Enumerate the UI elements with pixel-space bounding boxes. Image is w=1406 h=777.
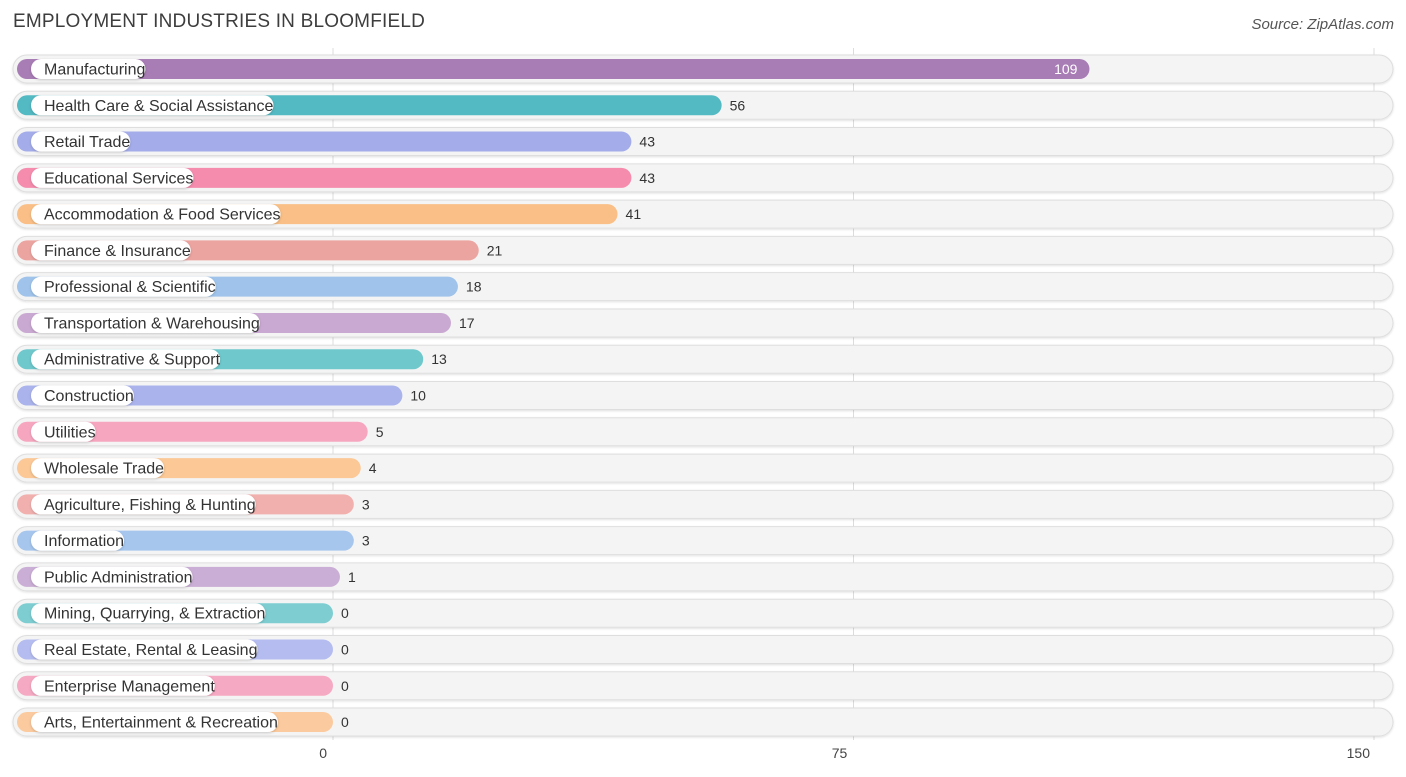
category-label: Administrative & Support [44, 352, 221, 369]
bar-rows: Manufacturing 109 Health Care & Social Ass… [12, 54, 1394, 737]
x-tick-label: 75 [832, 745, 848, 761]
row-background [12, 598, 1394, 628]
category-label-pill [31, 458, 165, 479]
category-label-pill [31, 639, 258, 660]
source-attribution: Source: ZipAtlas.com [1251, 16, 1394, 33]
value-label: 0 [341, 714, 349, 730]
row-background [12, 489, 1394, 519]
category-label: Real Estate, Rental & Leasing [44, 642, 257, 659]
category-label-pill [31, 276, 216, 297]
category-label-pill [31, 240, 191, 261]
chart-title: EMPLOYMENT INDUSTRIES IN BLOOMFIELD [13, 11, 426, 32]
value-label: 0 [341, 678, 349, 694]
category-label-pill [31, 385, 134, 406]
bar-row: Utilities 5 [12, 417, 1394, 447]
row-background [12, 671, 1394, 701]
category-label: Professional & Scientific [44, 279, 216, 296]
value-label: 13 [431, 351, 447, 367]
x-tick-label: 0 [319, 745, 327, 761]
bar-row: Mining, Quarrying, & Extraction 0 [12, 598, 1394, 628]
bar-row: Health Care & Social Assistance 56 [12, 90, 1394, 120]
category-label: Transportation & Warehousing [44, 315, 260, 332]
category-label-pill [31, 167, 194, 188]
bar-row: Transportation & Warehousing 17 [12, 308, 1394, 338]
bar-row: Administrative & Support 13 [12, 344, 1394, 374]
bar-row: Professional & Scientific 18 [12, 272, 1394, 302]
value-label: 1 [348, 569, 356, 585]
bar-row: Arts, Entertainment & Recreation 0 [12, 707, 1394, 737]
bar-row: Public Administration 1 [12, 562, 1394, 592]
value-label: 0 [341, 641, 349, 657]
bar-row: Retail Trade 43 [12, 127, 1394, 157]
value-label: 21 [487, 242, 503, 258]
category-label: Information [44, 533, 124, 550]
value-label: 109 [1054, 61, 1078, 77]
bar [17, 131, 632, 152]
bar-row: Educational Services 43 [12, 163, 1394, 193]
category-label: Agriculture, Fishing & Hunting [44, 497, 256, 514]
x-tick-label: 150 [1347, 745, 1371, 761]
category-label-pill [31, 603, 266, 624]
category-label: Enterprise Management [44, 678, 215, 695]
bar-row: Information 3 [12, 526, 1394, 556]
bar-row: Enterprise Management 0 [12, 671, 1394, 701]
category-label: Public Administration [44, 569, 193, 586]
category-label: Mining, Quarrying, & Extraction [44, 606, 265, 623]
category-label-pill [31, 712, 278, 733]
bar-row: Construction 10 [12, 381, 1394, 411]
row-background [12, 634, 1394, 664]
category-label-pill [31, 349, 221, 370]
category-label: Educational Services [44, 170, 193, 187]
category-label: Health Care & Social Assistance [44, 98, 274, 115]
bar-row: Finance & Insurance 21 [12, 235, 1394, 265]
category-label: Retail Trade [44, 134, 130, 151]
value-label: 17 [459, 315, 475, 331]
category-label-pill [31, 421, 96, 442]
x-axis-ticks: 0 75 150 [319, 745, 1370, 761]
category-label-pill [31, 566, 193, 587]
category-label: Construction [44, 388, 134, 405]
category-label: Utilities [44, 424, 96, 441]
value-label: 3 [362, 533, 370, 549]
bar-row: Agriculture, Fishing & Hunting 3 [12, 489, 1394, 519]
category-label: Accommodation & Food Services [44, 207, 281, 224]
value-label: 5 [376, 424, 384, 440]
category-label-pill [31, 675, 215, 696]
category-label-pill [31, 494, 256, 515]
value-label: 0 [341, 605, 349, 621]
row-background [12, 707, 1394, 737]
category-label: Manufacturing [44, 62, 145, 79]
row-background [12, 526, 1394, 556]
bar [17, 421, 368, 442]
bar [17, 59, 1090, 79]
value-label: 4 [369, 460, 377, 476]
category-label-pill [31, 131, 131, 152]
category-label: Finance & Insurance [44, 243, 191, 260]
value-label: 56 [730, 97, 746, 113]
value-label: 3 [362, 496, 370, 512]
row-background [12, 562, 1394, 592]
value-label: 43 [639, 170, 655, 186]
category-label-pill [31, 204, 281, 225]
category-label-pill [31, 59, 146, 79]
value-label: 43 [639, 134, 655, 150]
bar-row: Accommodation & Food Services 41 [12, 199, 1394, 229]
category-label: Arts, Entertainment & Recreation [44, 715, 278, 732]
value-label: 10 [410, 388, 426, 404]
value-label: 41 [626, 206, 642, 222]
bar-row: Manufacturing 109 [12, 54, 1394, 84]
bar-row: Real Estate, Rental & Leasing 0 [12, 634, 1394, 664]
category-label-pill [31, 95, 274, 116]
value-label: 18 [466, 279, 482, 295]
category-label: Wholesale Trade [44, 461, 164, 478]
row-background [12, 453, 1394, 483]
category-label-pill [31, 312, 260, 333]
category-label-pill [31, 530, 125, 551]
bar-row: Wholesale Trade 4 [12, 453, 1394, 483]
